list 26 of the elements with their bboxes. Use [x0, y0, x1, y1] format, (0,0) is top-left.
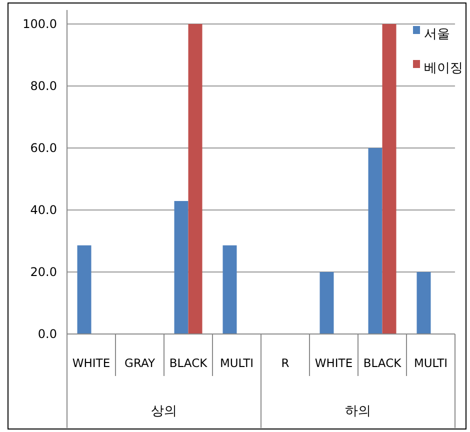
bar [382, 24, 396, 334]
bar [320, 272, 334, 334]
y-tick-label: 100.0 [22, 17, 57, 31]
text: 하의 [345, 404, 371, 419]
y-tick-label: 40.0 [30, 203, 57, 217]
x-tick-label: WHITE [314, 356, 353, 370]
legend-label: 서울 [424, 27, 450, 42]
bar [222, 245, 237, 334]
y-tick-label: 60.0 [30, 141, 57, 155]
x-tick-label: BLACK [169, 356, 208, 370]
y-tick-label: 0.0 [38, 327, 57, 341]
y-tick-label: 20.0 [30, 265, 57, 279]
bar [188, 24, 202, 334]
text: 상의 [151, 404, 177, 419]
bar [174, 201, 188, 334]
y-tick-label: 80.0 [30, 79, 57, 93]
x-tick-label: WHITE [72, 356, 110, 370]
x-tick-label: MULTI [220, 356, 254, 370]
bar [77, 245, 92, 334]
bar [368, 148, 382, 334]
x-tick-label: R [281, 356, 290, 370]
bar [416, 272, 431, 334]
x-tick-label: GRAY [124, 356, 156, 370]
x-tick-label: BLACK [363, 356, 402, 370]
legend-label: 베이징 [424, 61, 463, 76]
x-tick-label: MULTI [414, 356, 448, 370]
